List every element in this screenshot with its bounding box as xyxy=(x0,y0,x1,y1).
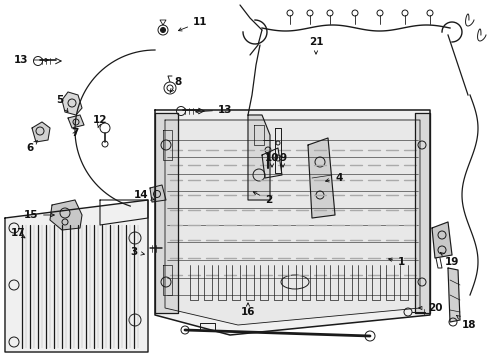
Polygon shape xyxy=(248,115,270,200)
Text: 6: 6 xyxy=(26,141,37,153)
Text: 18: 18 xyxy=(457,315,476,330)
Text: 16: 16 xyxy=(241,303,255,317)
Polygon shape xyxy=(155,110,430,335)
Text: 12: 12 xyxy=(93,115,107,128)
Text: 19: 19 xyxy=(441,252,460,267)
Circle shape xyxy=(161,27,166,32)
Text: 17: 17 xyxy=(11,228,25,238)
Text: 4: 4 xyxy=(325,173,343,183)
Polygon shape xyxy=(5,200,148,352)
Text: 8: 8 xyxy=(170,77,182,92)
Polygon shape xyxy=(68,115,84,128)
Polygon shape xyxy=(308,138,335,218)
Text: 10: 10 xyxy=(265,153,279,167)
Polygon shape xyxy=(165,120,420,325)
Text: 7: 7 xyxy=(72,128,79,138)
Text: 11: 11 xyxy=(178,17,207,31)
Text: 3: 3 xyxy=(131,247,145,257)
Ellipse shape xyxy=(281,275,309,289)
Polygon shape xyxy=(432,222,452,258)
Polygon shape xyxy=(50,200,82,230)
Polygon shape xyxy=(62,92,82,115)
Text: 2: 2 xyxy=(253,192,272,205)
Text: 20: 20 xyxy=(419,303,442,313)
Text: 1: 1 xyxy=(389,257,405,267)
Polygon shape xyxy=(415,113,430,313)
Polygon shape xyxy=(150,185,166,202)
Text: 13: 13 xyxy=(14,55,49,65)
Text: 5: 5 xyxy=(56,95,68,112)
Text: 13: 13 xyxy=(196,105,232,115)
Text: 15: 15 xyxy=(24,210,54,220)
Polygon shape xyxy=(155,113,178,313)
Text: 14: 14 xyxy=(133,190,154,200)
Polygon shape xyxy=(32,122,50,142)
Text: 21: 21 xyxy=(309,37,323,54)
Polygon shape xyxy=(448,268,460,322)
Text: 9: 9 xyxy=(279,153,287,167)
